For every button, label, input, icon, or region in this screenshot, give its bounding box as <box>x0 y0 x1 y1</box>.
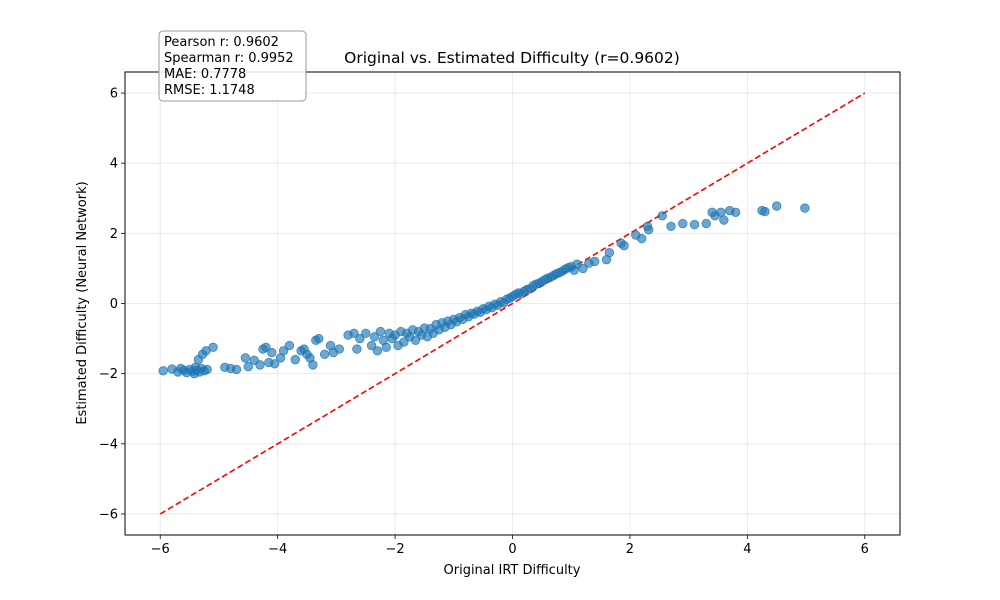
scatter-point <box>202 364 212 375</box>
scatter-point <box>349 328 359 339</box>
y-tick-label: 0 <box>110 297 118 312</box>
scatter-point <box>678 218 688 229</box>
y-tick-label: 4 <box>110 157 118 172</box>
scatter-point <box>701 218 711 229</box>
x-tick-label: −4 <box>268 542 287 557</box>
scatter-point <box>589 256 600 267</box>
y-tick-label: −4 <box>99 437 118 452</box>
scatter-point <box>369 332 380 342</box>
stats-rmse: RMSE: 1.1748 <box>164 83 255 98</box>
reference-line-layer <box>159 92 866 515</box>
scatter-point <box>240 353 251 363</box>
scatter-point <box>231 364 242 375</box>
x-axis-label: Original IRT Difficulty <box>444 563 581 578</box>
scatter-point <box>261 342 271 353</box>
x-tick-label: −2 <box>385 542 404 557</box>
chart-title: Original vs. Estimated Difficulty (r=0.9… <box>344 49 680 67</box>
y-tick-label: −6 <box>99 507 118 522</box>
scatter-point <box>267 347 277 358</box>
x-tick-label: 4 <box>743 542 751 557</box>
scatter-point <box>644 225 654 235</box>
scatter-point <box>372 346 383 356</box>
scatter-point <box>730 207 741 218</box>
scatter-point <box>689 219 700 230</box>
scatter-point <box>716 207 726 218</box>
scatter-point <box>361 328 371 339</box>
scatter-point <box>352 344 362 354</box>
x-tick-label: 6 <box>861 542 869 557</box>
scatter-point <box>255 360 265 370</box>
y-tick-label: −2 <box>99 367 118 382</box>
x-tick-label: 2 <box>626 542 634 557</box>
scatter-point <box>619 240 629 251</box>
scatter-point <box>290 354 300 365</box>
scatter-point <box>243 361 253 372</box>
scatter-point <box>355 333 365 344</box>
stats-box-frame <box>158 30 307 102</box>
scatter-point <box>278 346 289 356</box>
scatter-point <box>334 344 344 354</box>
scatter-points <box>158 201 810 379</box>
identity-reference-line <box>159 92 866 515</box>
stats-mae: MAE: 0.7778 <box>164 67 246 82</box>
y-tick-label: 6 <box>110 87 118 102</box>
stats-spearman: Spearman r: 0.9952 <box>164 51 294 66</box>
scatter-point <box>719 215 729 225</box>
stats-box: Pearson r: 0.9602 Spearman r: 0.9952 MAE… <box>158 30 307 102</box>
scatter-point <box>772 201 782 211</box>
x-tick-label: 0 <box>508 542 516 557</box>
scatter-point <box>410 335 421 346</box>
scatter-point <box>399 337 409 347</box>
y-axis-ticks: −6 −4 −2 0 2 4 6 <box>99 87 125 522</box>
scatter-point <box>314 333 324 344</box>
scatter-point <box>366 340 377 351</box>
scatter-point <box>308 360 318 370</box>
scatter-point <box>270 359 280 369</box>
scatter-point <box>578 263 588 274</box>
scatter-point <box>636 233 647 244</box>
scatter-point <box>158 366 168 376</box>
stats-pearson: Pearson r: 0.9602 <box>164 35 279 50</box>
scatter-point <box>657 211 667 221</box>
scatter-point <box>375 326 386 337</box>
scatter-point <box>666 221 676 232</box>
scatter-point <box>381 342 391 353</box>
scatter-point <box>760 206 770 217</box>
x-tick-label: −6 <box>151 542 170 557</box>
y-tick-label: 2 <box>110 227 118 242</box>
x-axis-ticks: −6 −4 −2 0 2 4 6 <box>151 535 869 557</box>
scatter-point <box>319 349 330 360</box>
scatter-point <box>604 247 615 258</box>
scatter-point <box>800 203 810 213</box>
scatter-point <box>208 342 218 353</box>
y-axis-label: Estimated Difficulty (Neural Network) <box>75 181 90 424</box>
scatter-point <box>284 340 295 351</box>
